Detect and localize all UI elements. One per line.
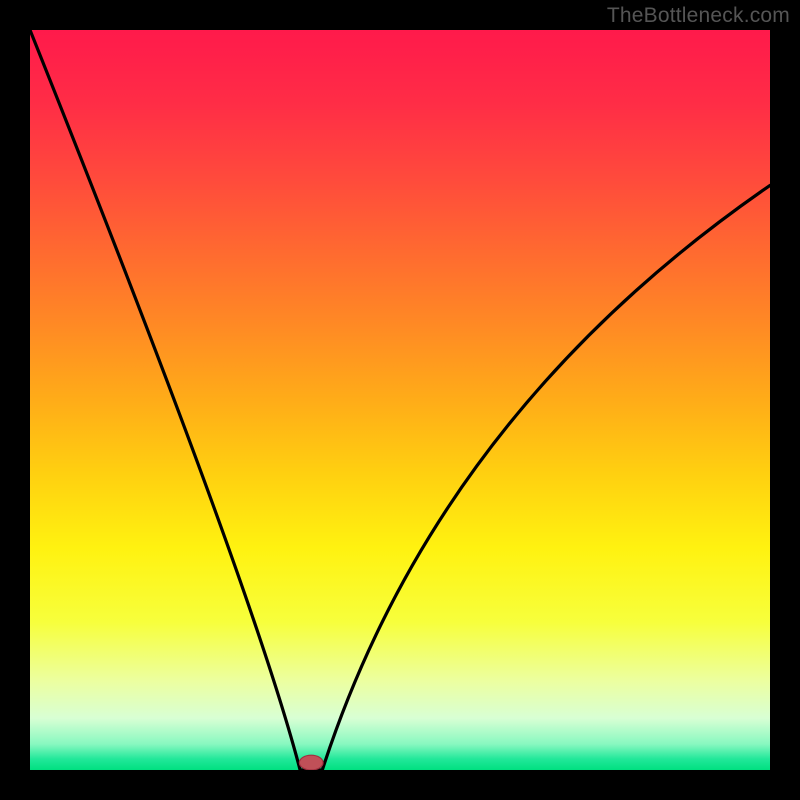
chart-svg	[30, 30, 770, 770]
gradient-background	[30, 30, 770, 770]
watermark-text: TheBottleneck.com	[607, 4, 790, 28]
valley-marker	[299, 755, 323, 770]
chart-frame: TheBottleneck.com	[0, 0, 800, 800]
plot-area	[30, 30, 770, 770]
